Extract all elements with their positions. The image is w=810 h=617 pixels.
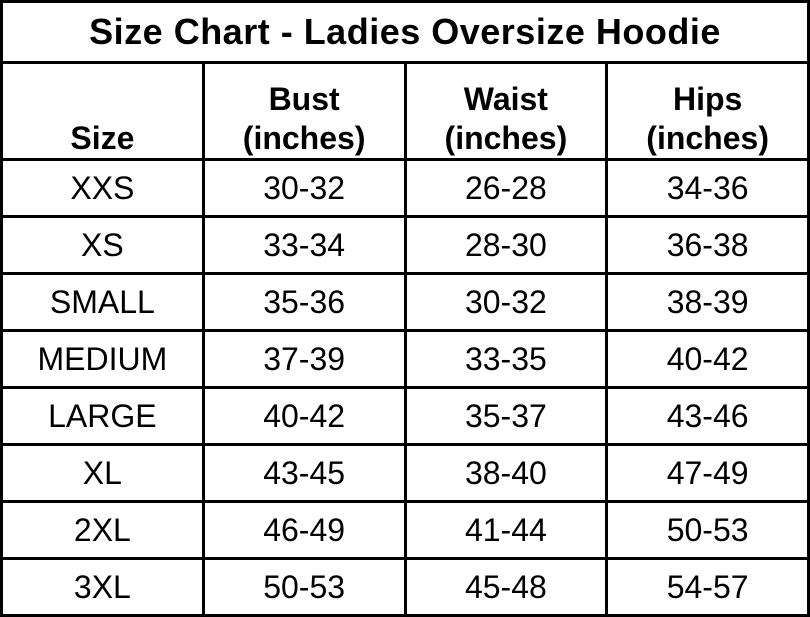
table-row: 3XL 50-53 45-48 54-57: [0, 557, 810, 617]
bust-cell: 37-39: [201, 329, 407, 389]
column-header-size: Size: [0, 61, 205, 161]
column-header-waist: Waist (inches): [403, 61, 609, 161]
title-row: Size Chart - Ladies Oversize Hoodie: [0, 0, 810, 64]
size-cell: XS: [0, 215, 205, 275]
size-cell: 2XL: [0, 500, 205, 560]
table-row: LARGE 40-42 35-37 43-46: [0, 386, 810, 446]
table-row: SMALL 35-36 30-32 38-39: [0, 272, 810, 332]
size-cell: 3XL: [0, 557, 205, 617]
header-row: Size Bust (inches) Waist (inches) Hips (…: [0, 61, 810, 161]
column-header-waist-label: Waist (inches): [444, 80, 568, 156]
waist-cell: 30-32: [403, 272, 609, 332]
table-row: XXS 30-32 26-28 34-36: [0, 158, 810, 218]
hips-cell: 36-38: [605, 215, 810, 275]
size-cell: XL: [0, 443, 205, 503]
waist-cell: 35-37: [403, 386, 609, 446]
waist-cell: 41-44: [403, 500, 609, 560]
waist-cell: 45-48: [403, 557, 609, 617]
bust-cell: 43-45: [201, 443, 407, 503]
bust-cell: 35-36: [201, 272, 407, 332]
bust-cell: 40-42: [201, 386, 407, 446]
table-row: 2XL 46-49 41-44 50-53: [0, 500, 810, 560]
waist-cell: 26-28: [403, 158, 609, 218]
table-row: XL 43-45 38-40 47-49: [0, 443, 810, 503]
hips-cell: 43-46: [605, 386, 810, 446]
hips-cell: 54-57: [605, 557, 810, 617]
waist-cell: 33-35: [403, 329, 609, 389]
column-header-size-label: Size: [70, 119, 135, 156]
hips-cell: 38-39: [605, 272, 810, 332]
table-row: MEDIUM 37-39 33-35 40-42: [0, 329, 810, 389]
column-header-hips-label: Hips (inches): [646, 80, 769, 156]
bust-cell: 50-53: [201, 557, 407, 617]
hips-cell: 40-42: [605, 329, 810, 389]
size-cell: XXS: [0, 158, 205, 218]
size-cell: SMALL: [0, 272, 205, 332]
bust-cell: 30-32: [201, 158, 407, 218]
table-row: XS 33-34 28-30 36-38: [0, 215, 810, 275]
bust-cell: 46-49: [201, 500, 407, 560]
chart-title: Size Chart - Ladies Oversize Hoodie: [0, 0, 810, 64]
column-header-hips: Hips (inches): [605, 61, 810, 161]
hips-cell: 47-49: [605, 443, 810, 503]
column-header-bust: Bust (inches): [201, 61, 407, 161]
size-cell: MEDIUM: [0, 329, 205, 389]
bust-cell: 33-34: [201, 215, 407, 275]
size-cell: LARGE: [0, 386, 205, 446]
column-header-bust-label: Bust (inches): [242, 80, 366, 156]
hips-cell: 34-36: [605, 158, 810, 218]
hips-cell: 50-53: [605, 500, 810, 560]
waist-cell: 28-30: [403, 215, 609, 275]
waist-cell: 38-40: [403, 443, 609, 503]
